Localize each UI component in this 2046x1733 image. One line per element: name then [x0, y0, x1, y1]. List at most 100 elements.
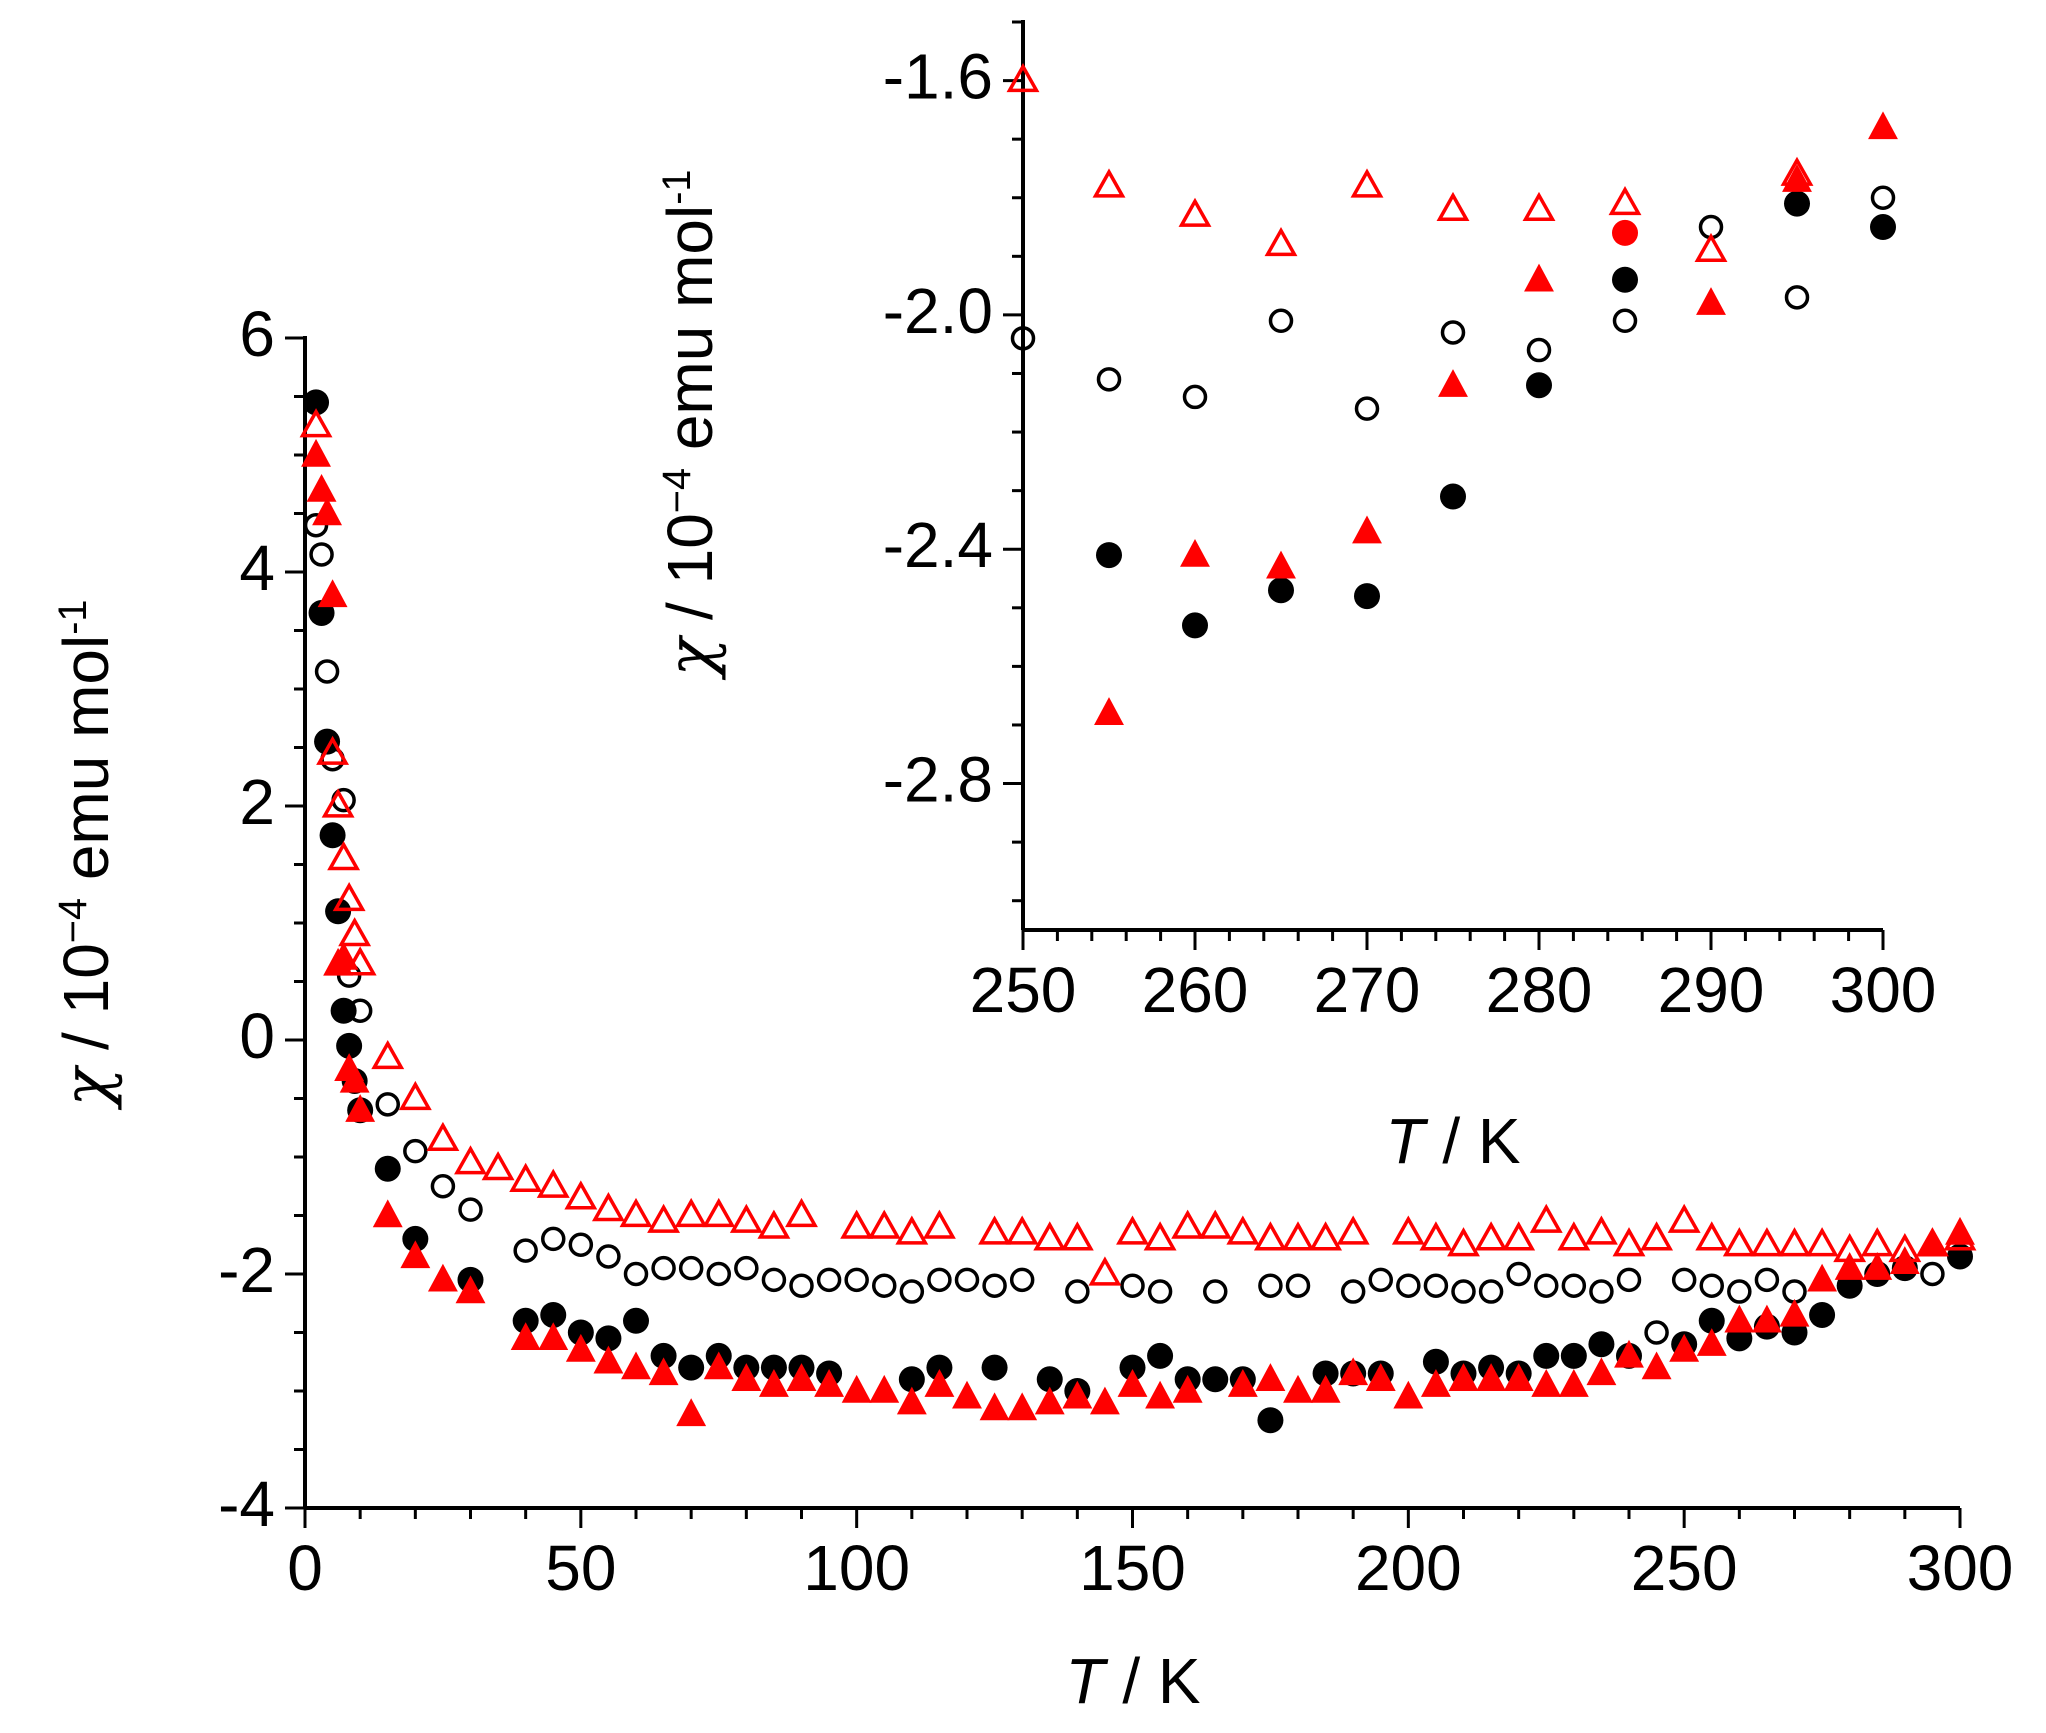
data-point — [1340, 1279, 1366, 1304]
y-axis-title: χ / 10−4 emu mol-1 — [50, 599, 124, 1110]
data-point — [1147, 1279, 1173, 1304]
data-point — [1396, 1273, 1421, 1298]
data-point — [678, 1255, 704, 1281]
data-point — [978, 1215, 1012, 1245]
data-point — [1009, 1267, 1035, 1293]
data-point — [757, 1209, 791, 1239]
data-point — [674, 1197, 708, 1228]
data-point — [1266, 550, 1296, 579]
data-point — [343, 946, 377, 976]
y-axis-title-mid: emu mol — [50, 635, 122, 898]
data-point — [895, 1215, 929, 1245]
data-point — [1034, 1386, 1065, 1415]
data-point — [1608, 185, 1642, 216]
data-point — [540, 1301, 567, 1328]
data-point — [1062, 1380, 1093, 1409]
data-point — [872, 1273, 897, 1298]
data-point — [568, 1232, 594, 1257]
data-point — [338, 917, 372, 947]
x-tick-label: 270 — [1314, 954, 1421, 1026]
x-axis-title-var: T — [1065, 1645, 1108, 1717]
data-point — [1669, 1333, 1700, 1362]
data-point — [899, 1279, 925, 1304]
data-point — [1354, 583, 1380, 610]
data-point — [869, 1374, 900, 1403]
data-point — [703, 1351, 734, 1380]
data-point — [1338, 1357, 1369, 1386]
x-tick-label: 300 — [1830, 954, 1937, 1026]
data-point — [1727, 1279, 1752, 1304]
data-point — [1750, 1227, 1784, 1257]
series-red-filled-triangles — [301, 438, 1975, 1427]
data-point — [650, 1342, 677, 1369]
data-point — [844, 1267, 869, 1293]
y-axis-title-pre: / 10 — [50, 943, 122, 1068]
data-point — [1529, 1203, 1563, 1233]
data-point — [1182, 384, 1208, 410]
y-axis-title: χ / 10−4 emu mol-1 — [654, 169, 728, 680]
y-tick-label: 2 — [239, 766, 275, 838]
data-point — [345, 1094, 376, 1122]
data-point — [1258, 1273, 1283, 1298]
x-axis-title: T / K — [1065, 1645, 1200, 1717]
data-point — [303, 389, 330, 416]
data-point — [1699, 1273, 1724, 1298]
data-point — [1503, 1363, 1534, 1391]
data-point — [1182, 612, 1208, 639]
data-point — [1696, 287, 1726, 315]
data-point — [1644, 1320, 1669, 1345]
data-point — [924, 1369, 955, 1397]
data-point — [1694, 232, 1728, 263]
data-point — [1522, 191, 1556, 222]
data-point — [734, 1255, 759, 1281]
data-point — [1448, 1363, 1479, 1391]
data-point — [898, 1366, 925, 1393]
data-point — [1533, 1342, 1560, 1369]
series-inset-red-open-triangles — [1006, 62, 1814, 263]
y-axis-title-exp2: -1 — [51, 599, 95, 634]
data-point — [1809, 1301, 1836, 1328]
y-tick-label: -1.6 — [883, 41, 993, 113]
data-point — [1172, 1374, 1203, 1403]
data-point — [1422, 1348, 1449, 1375]
data-point — [327, 841, 361, 871]
data-point — [1667, 1203, 1701, 1233]
data-point — [1870, 185, 1896, 210]
y-axis-title-exp2: -1 — [655, 169, 699, 204]
y-axis-title-exp: −4 — [51, 898, 95, 943]
data-point — [332, 881, 366, 912]
data-point — [455, 1275, 486, 1304]
data-point — [512, 1307, 539, 1334]
data-point — [1255, 1363, 1286, 1391]
data-point — [1698, 1307, 1725, 1334]
data-point — [1784, 285, 1810, 310]
series-inset-black-open-circles — [1010, 185, 1896, 421]
data-point — [426, 1121, 460, 1152]
data-point — [1350, 168, 1384, 198]
data-point — [593, 1345, 624, 1374]
data-point — [982, 1273, 1007, 1298]
data-point — [306, 473, 337, 502]
data-point — [841, 1374, 872, 1403]
y-tick-label: 4 — [239, 532, 275, 604]
series-inset-black-filled-circles — [1096, 190, 1896, 639]
data-point — [481, 1151, 515, 1181]
data-point — [1671, 1267, 1697, 1293]
data-point — [1281, 1221, 1315, 1251]
data-point — [1436, 191, 1470, 222]
data-point — [952, 1380, 982, 1409]
data-point — [1365, 1363, 1396, 1391]
data-point — [1143, 1221, 1177, 1251]
data-point — [621, 1351, 651, 1380]
data-point — [816, 1267, 842, 1293]
data-point — [565, 1333, 596, 1362]
data-point — [981, 1354, 1008, 1381]
y-tick-label: -4 — [218, 1468, 275, 1540]
data-point — [1524, 263, 1554, 292]
data-point — [1943, 1221, 1977, 1251]
data-point — [1180, 538, 1210, 567]
data-point — [1171, 1209, 1205, 1239]
data-point — [454, 1145, 487, 1175]
data-point — [1202, 1366, 1229, 1393]
y-axis-title-exp: −4 — [655, 468, 699, 513]
